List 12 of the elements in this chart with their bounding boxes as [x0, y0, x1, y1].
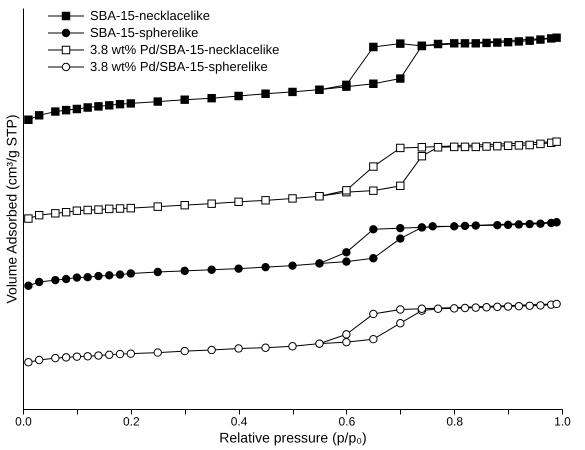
x-tick-label: 0.8: [446, 414, 464, 428]
legend-label: 3.8 wt% Pd/SBA-15-spherelike: [90, 59, 268, 74]
legend-label: SBA-15-spherelike: [90, 25, 198, 40]
legend-label: 3.8 wt% Pd/SBA-15-necklacelike: [90, 42, 280, 57]
x-tick-label: 0.4: [230, 414, 248, 428]
legend-label: SBA-15-necklacelike: [90, 8, 210, 23]
x-tick-label: 0.6: [338, 414, 356, 428]
x-tick-label: 0.0: [15, 414, 32, 428]
y-axis-title: Volume Adsorbed (cm³/g STP): [4, 114, 20, 304]
x-tick-label: 0.2: [122, 414, 140, 428]
x-tick-label: 1.0: [554, 414, 572, 428]
x-axis-title: Relative pressure (p/p₀): [219, 430, 367, 446]
